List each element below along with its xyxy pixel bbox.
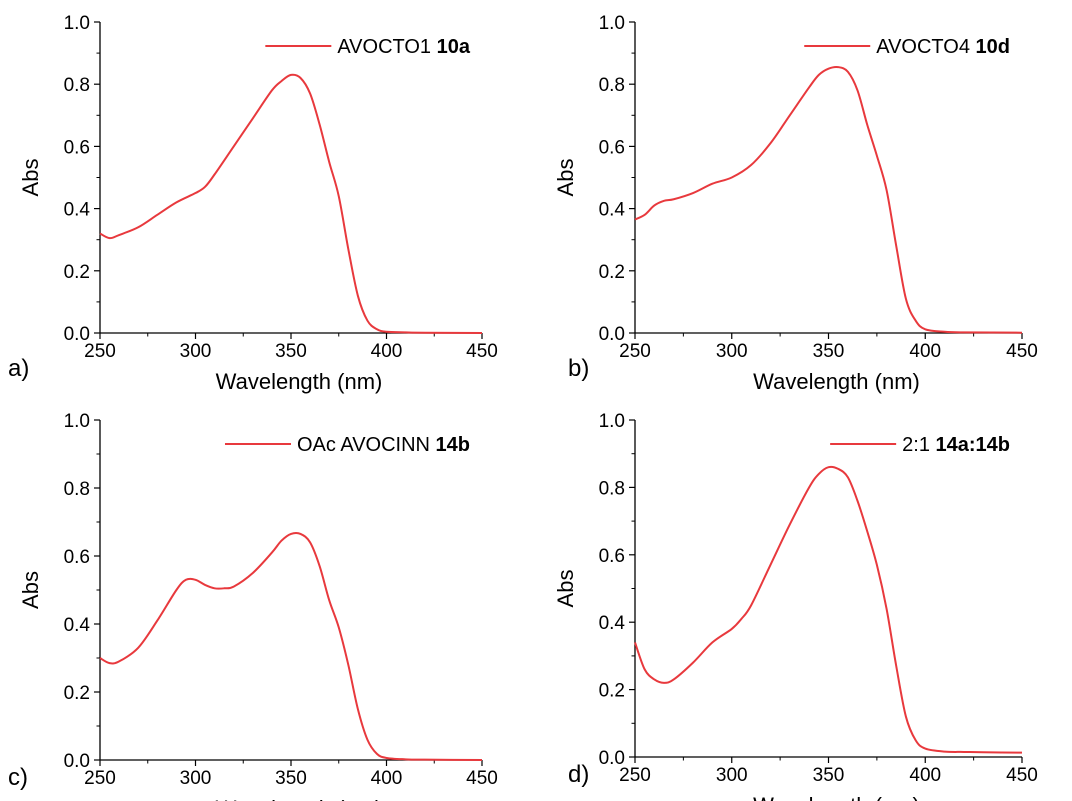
y-tick-label: 0.8 — [64, 479, 90, 500]
series-line — [634, 65, 1023, 334]
x-tick-label: 300 — [180, 341, 212, 362]
x-tick-label: 450 — [466, 341, 498, 362]
y-tick-label: 1.0 — [599, 13, 625, 34]
x-axis-title: Wavelength (nm) — [753, 369, 920, 394]
y-axis-title: Abs — [18, 159, 43, 197]
x-tick-label: 250 — [619, 765, 651, 786]
legend-label: 2:1 14a:14b — [902, 434, 1010, 456]
y-tick-label: 0.0 — [64, 324, 90, 345]
legend-label-bold: 14b — [436, 434, 470, 456]
y-tick-label: 0.6 — [599, 137, 625, 158]
y-axis-title: Abs — [18, 571, 43, 609]
x-tick-label: 300 — [716, 341, 748, 362]
chart-panel: 250 300 350 400 450 0.0 0.2 0.4 0.6 0.8 1.0 Wavelen… — [553, 13, 1038, 394]
x-tick-label: 300 — [180, 768, 212, 789]
y-tick-label: 0.4 — [64, 200, 91, 221]
y-tick-label: 0.4 — [599, 613, 626, 634]
y-tick-label: 0.6 — [599, 546, 625, 567]
x-tick-label: 350 — [275, 341, 307, 362]
legend-label-plain: AVOCTO4 — [876, 36, 975, 58]
legend-label: AVOCTO1 10a — [337, 36, 471, 58]
x-tick-label: 250 — [84, 341, 116, 362]
legend-label: AVOCTO4 10d — [876, 36, 1010, 58]
chart-panel: 250 300 350 400 450 0.0 0.2 0.4 0.6 0.8 1.0 Wavelen… — [8, 411, 498, 801]
y-tick-label: 0.8 — [599, 478, 625, 499]
x-tick-label: 350 — [275, 768, 307, 789]
y-tick-label: 1.0 — [599, 411, 625, 432]
y-tick-label: 0.8 — [64, 75, 90, 96]
x-tick-label: 400 — [909, 341, 941, 362]
y-axis-title: Abs — [553, 159, 578, 197]
panel-label: a) — [8, 355, 29, 382]
chart-panel: 250 300 350 400 450 0.0 0.2 0.4 0.6 0.8 1.0 Wavelen… — [553, 411, 1038, 801]
y-axis-title: Abs — [553, 570, 578, 608]
x-axis-title: Wavelength (nm) — [216, 796, 383, 801]
legend-label-plain: 2:1 — [902, 434, 935, 456]
legend-label-plain: AVOCTO1 — [337, 36, 436, 58]
legend-label: OAc AVOCINN 14b — [297, 434, 470, 456]
y-tick-label: 1.0 — [64, 13, 90, 34]
y-tick-label: 0.6 — [64, 547, 90, 568]
legend-label-plain: OAc AVOCINN — [297, 434, 436, 456]
y-tick-label: 0.0 — [64, 751, 90, 772]
series-line — [634, 465, 1023, 754]
y-tick-label: 0.4 — [64, 615, 91, 636]
y-tick-label: 0.2 — [599, 262, 625, 283]
legend-label-bold: 10d — [976, 36, 1010, 58]
x-axis-title: Wavelength (nm) — [753, 793, 920, 801]
legend-label-bold: 10a — [437, 36, 471, 58]
x-tick-label: 250 — [619, 341, 651, 362]
x-tick-label: 400 — [909, 765, 941, 786]
x-tick-label: 400 — [371, 768, 403, 789]
y-tick-label: 0.0 — [599, 324, 625, 345]
panel-label: b) — [568, 355, 589, 382]
panel-label: d) — [568, 761, 589, 788]
chart-panel: 250 300 350 400 450 0.0 0.2 0.4 0.6 0.8 1.0 Wavelen… — [8, 13, 498, 394]
x-tick-label: 300 — [716, 765, 748, 786]
x-tick-label: 450 — [1006, 765, 1038, 786]
x-tick-label: 350 — [813, 765, 845, 786]
x-tick-label: 350 — [813, 341, 845, 362]
y-tick-label: 0.0 — [599, 748, 625, 769]
x-tick-label: 450 — [466, 768, 498, 789]
y-tick-label: 1.0 — [64, 411, 90, 432]
y-tick-label: 0.4 — [599, 200, 626, 221]
series-line — [99, 73, 483, 334]
panel-label: c) — [8, 764, 28, 791]
x-tick-label: 450 — [1006, 341, 1038, 362]
legend-label-bold: 14a:14b — [936, 434, 1011, 456]
y-tick-label: 0.2 — [64, 683, 90, 704]
x-axis-title: Wavelength (nm) — [216, 369, 383, 394]
x-tick-label: 400 — [371, 341, 403, 362]
x-tick-label: 250 — [84, 768, 116, 789]
series-line — [99, 531, 483, 761]
y-tick-label: 0.2 — [599, 681, 625, 702]
y-tick-label: 0.6 — [64, 137, 90, 158]
y-tick-label: 0.8 — [599, 75, 625, 96]
y-tick-label: 0.2 — [64, 262, 90, 283]
